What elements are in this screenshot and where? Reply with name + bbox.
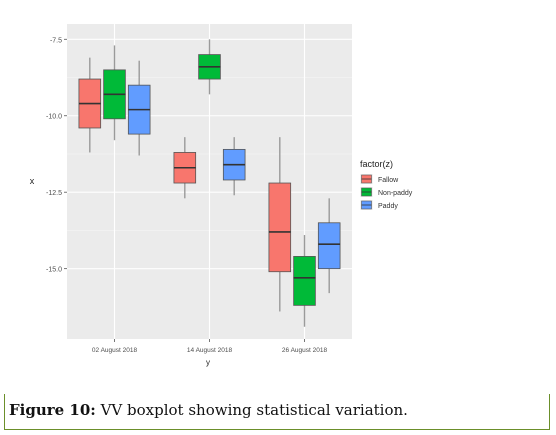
- legend-title: factor(z): [360, 159, 393, 169]
- y-tick-label: -10.0: [46, 114, 62, 121]
- legend-item-fallow: Fallow: [360, 174, 399, 184]
- legend-label: Non-paddy: [378, 190, 413, 197]
- plot-area: -7.5 -10.0 -12.5 -15.0 02 August 2018 14 Augu…: [46, 24, 352, 354]
- legend-item-paddy: Paddy: [360, 200, 398, 210]
- box-paddy-0: [127, 60, 151, 156]
- y-tick-label: -15.0: [46, 267, 62, 274]
- legend-label: Fallow: [378, 177, 399, 184]
- box-non-paddy-1: [198, 39, 221, 95]
- y-tick-label: -7.5: [50, 37, 62, 44]
- box-non-paddy-0: [103, 45, 126, 141]
- x-tick-label: 02 August 2018: [92, 347, 138, 354]
- box-iqr: [268, 182, 292, 273]
- box-iqr: [317, 222, 341, 270]
- y-tick-label: -12.5: [46, 190, 62, 197]
- y-axis-label: x: [30, 176, 35, 186]
- caption-label: Figure 10:: [9, 401, 96, 419]
- box-paddy-2: [317, 198, 341, 294]
- x-tick-label: 14 August 2018: [187, 347, 233, 354]
- figure-caption: Figure 10: VV boxplot showing statistica…: [9, 401, 408, 419]
- box-fallow-0: [78, 57, 102, 153]
- box-non-paddy-2: [293, 235, 316, 327]
- box-fallow-1: [173, 137, 197, 199]
- x-tick-label: 26 August 2018: [282, 347, 328, 354]
- box-fallow-2: [268, 137, 292, 312]
- box-paddy-1: [222, 137, 246, 196]
- caption-text: VV boxplot showing statistical variation…: [95, 401, 408, 419]
- x-axis-label: y: [206, 358, 210, 367]
- legend-item-non-paddy: Non-paddy: [360, 187, 413, 197]
- legend-label: Paddy: [378, 203, 398, 210]
- box-iqr: [293, 256, 316, 306]
- boxplot-chart: -7.5 -10.0 -12.5 -15.0 02 August 2018 14 Augu…: [4, 4, 552, 394]
- legend: factor(z) Fallow Non-paddy Paddy: [360, 159, 413, 210]
